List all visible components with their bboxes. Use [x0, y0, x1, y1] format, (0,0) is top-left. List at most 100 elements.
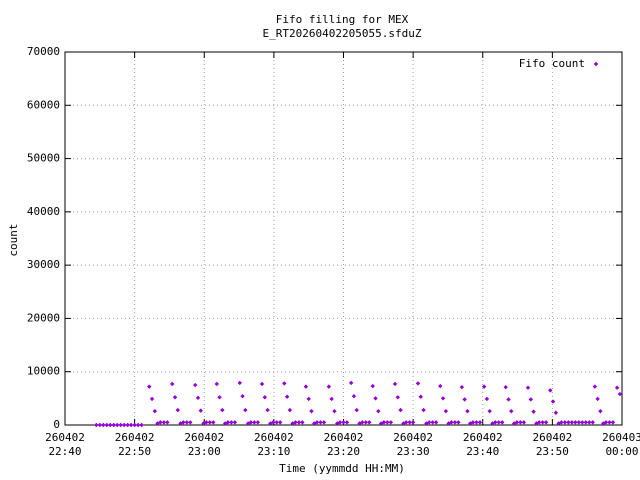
data-point — [132, 422, 137, 428]
data-point — [443, 408, 449, 414]
data-point — [207, 420, 213, 425]
data-point — [188, 420, 193, 425]
data-point — [300, 420, 305, 425]
y-tick-label: 60000 — [27, 98, 60, 111]
data-point — [293, 420, 298, 425]
x-tick-label: 260402 23:40 — [462, 431, 503, 458]
chart-title: Fifo filling for MEX — [276, 13, 409, 26]
data-point — [255, 420, 261, 425]
data-point — [181, 420, 186, 425]
data-point — [553, 410, 559, 415]
x-axis-label: Time (yymmdd HH:MM) — [279, 462, 405, 475]
data-point — [550, 399, 556, 404]
data-point — [265, 407, 270, 413]
data-point — [511, 421, 517, 426]
data-point — [262, 395, 268, 400]
data-point — [326, 384, 332, 389]
data-point — [149, 396, 155, 402]
data-point — [152, 408, 158, 414]
data-point — [344, 420, 350, 425]
data-point — [172, 395, 178, 400]
y-tick-label: 70000 — [27, 45, 60, 58]
data-point — [204, 420, 209, 425]
data-point — [214, 381, 219, 387]
data-point — [474, 420, 479, 425]
data-point — [248, 420, 254, 425]
data-point — [147, 384, 152, 389]
data-point — [376, 408, 381, 414]
data-point — [559, 420, 564, 425]
data-point — [370, 383, 375, 389]
data-point — [211, 420, 216, 425]
data-point — [426, 420, 432, 425]
data-point — [232, 420, 238, 425]
data-point — [115, 422, 120, 428]
data-point — [459, 384, 465, 390]
y-tick-label: 50000 — [27, 152, 60, 165]
chart-subtitle: E_RT20260402205055.sfduZ — [263, 27, 422, 40]
data-point — [303, 384, 309, 389]
data-point — [165, 420, 170, 425]
data-point — [566, 420, 571, 425]
data-point — [562, 420, 568, 425]
data-point — [528, 397, 533, 402]
x-tick-label: 260402 23:00 — [184, 431, 225, 458]
data-point — [108, 422, 113, 428]
data-point — [430, 420, 435, 425]
data-point — [217, 395, 222, 400]
data-point — [493, 420, 498, 425]
data-point — [128, 422, 134, 428]
data-point — [506, 397, 511, 402]
data-point — [229, 420, 234, 425]
data-point — [104, 422, 109, 428]
data-point — [543, 420, 549, 425]
data-point — [407, 420, 412, 425]
data-point — [531, 409, 536, 414]
data-point — [237, 380, 242, 386]
data-point — [395, 395, 401, 400]
data-point — [348, 380, 354, 386]
data-point — [309, 408, 314, 414]
data-point — [337, 420, 343, 425]
data-point — [518, 420, 523, 425]
data-point — [111, 422, 116, 428]
data-point — [392, 381, 398, 387]
data-point — [587, 420, 592, 425]
data-point — [462, 397, 467, 402]
data-point — [282, 381, 287, 386]
data-point — [170, 381, 175, 387]
data-point — [274, 420, 279, 425]
data-point — [449, 420, 454, 425]
data-point — [101, 422, 106, 428]
data-point — [192, 382, 198, 388]
data-point — [363, 420, 368, 425]
data-point — [410, 420, 416, 425]
data-point — [452, 420, 458, 425]
data-point — [617, 391, 623, 397]
data-point — [240, 394, 245, 399]
data-point — [195, 395, 201, 401]
data-point — [220, 407, 225, 413]
data-point — [433, 420, 439, 425]
data-point — [398, 407, 403, 413]
data-point — [243, 407, 248, 413]
y-tick-label: 0 — [53, 418, 60, 431]
data-point — [590, 420, 595, 425]
data-point — [198, 408, 203, 413]
data-point — [614, 385, 620, 390]
x-tick-label: 260402 22:40 — [45, 431, 85, 458]
x-tick-label: 260402 22:50 — [114, 431, 155, 458]
data-point — [287, 407, 293, 413]
data-point — [354, 407, 359, 413]
data-point — [306, 396, 311, 402]
y-tick-label: 30000 — [27, 258, 60, 271]
data-point — [259, 381, 265, 387]
data-point — [341, 420, 346, 425]
data-point — [470, 420, 476, 425]
data-point — [277, 420, 283, 425]
data-point — [607, 420, 612, 425]
x-tick-label: 260402 23:50 — [532, 431, 573, 458]
data-point — [415, 381, 421, 386]
data-point — [314, 420, 320, 425]
